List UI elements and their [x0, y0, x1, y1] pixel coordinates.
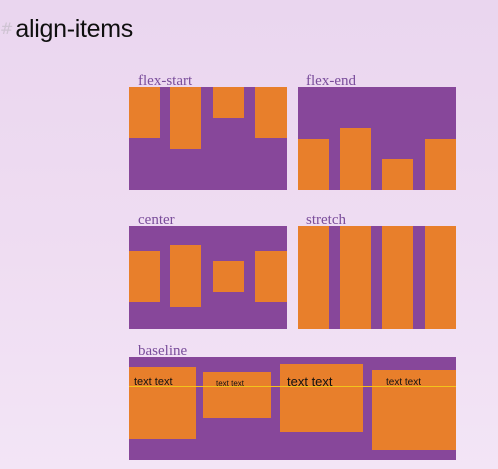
stretch-label: stretch — [306, 212, 346, 228]
baseline-guide-line — [129, 386, 456, 387]
baseline-item-text: text text — [216, 379, 245, 388]
flex-item — [372, 370, 456, 450]
flex-item — [213, 87, 244, 118]
page-title: align-items — [15, 15, 133, 43]
flex-item — [340, 128, 371, 190]
anchor-link-icon[interactable]: # — [0, 19, 14, 38]
baseline-label: baseline — [138, 343, 188, 359]
flex-item — [425, 139, 456, 190]
flex-item — [255, 87, 287, 138]
flex-start-container — [129, 87, 287, 190]
baseline-container: text text text text text text text text — [129, 357, 456, 460]
baseline-item-text: text text — [134, 376, 173, 388]
flex-start-label: flex-start — [138, 73, 193, 89]
section-heading: # align-items — [0, 15, 133, 44]
center-container — [129, 226, 287, 329]
flex-item — [298, 226, 329, 329]
flex-item — [170, 87, 201, 149]
baseline-item-text: text text — [386, 377, 422, 388]
flex-item — [213, 261, 244, 292]
baseline-item-text: text text — [287, 374, 333, 389]
flex-item — [425, 226, 456, 329]
flex-end-label: flex-end — [306, 73, 356, 89]
flex-item — [255, 251, 287, 302]
flex-item — [280, 364, 363, 432]
flex-item — [203, 372, 271, 418]
flex-end-container — [298, 87, 456, 190]
stretch-container — [298, 226, 456, 329]
flex-item — [129, 87, 160, 138]
flex-item — [170, 245, 201, 307]
center-label: center — [138, 212, 175, 228]
flex-item — [382, 159, 413, 190]
flex-item — [298, 139, 329, 190]
flex-item — [129, 367, 196, 439]
flex-item — [129, 251, 160, 302]
flex-item — [382, 226, 413, 329]
flex-item — [340, 226, 371, 329]
